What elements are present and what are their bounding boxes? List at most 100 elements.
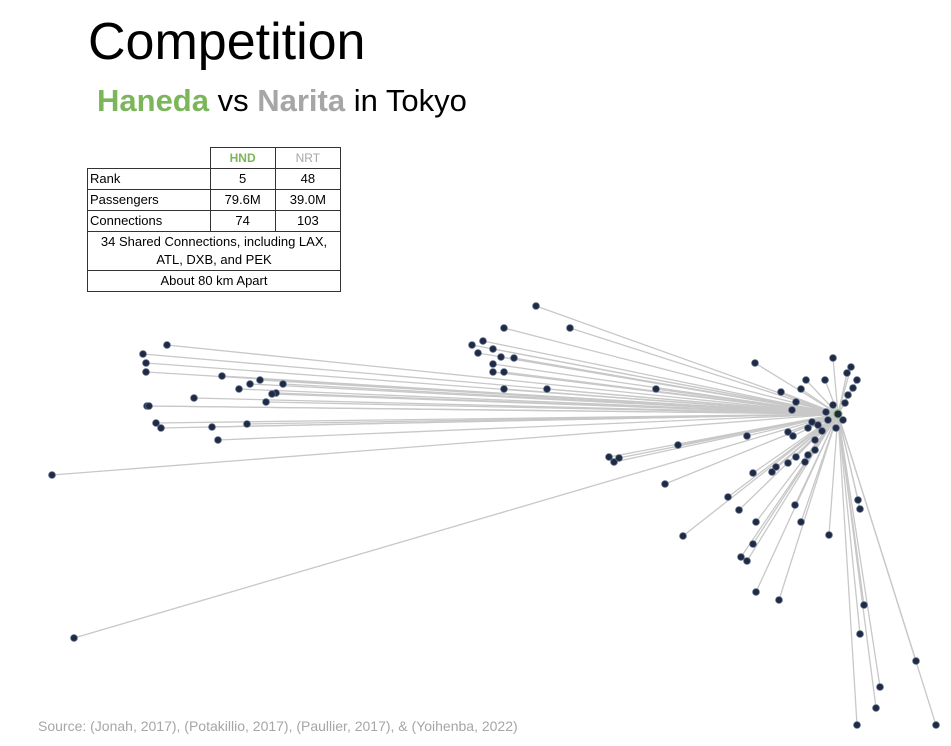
route-line <box>837 413 858 726</box>
distance-note: About 80 km Apart <box>87 270 341 292</box>
subtitle-location: in Tokyo <box>345 83 467 118</box>
airport-node <box>841 399 849 407</box>
table-row-label: Connections <box>87 210 211 232</box>
airport-node <box>775 596 783 604</box>
route-line <box>148 405 839 415</box>
airport-node <box>724 493 732 501</box>
route-lines <box>51 305 937 726</box>
airport-node <box>139 350 147 358</box>
route-line <box>837 413 861 635</box>
table-row-rank: Rank 5 48 <box>87 168 342 190</box>
source-citation: Source: (Jonah, 2017), (Potakillio, 2017… <box>38 718 518 734</box>
airport-node <box>489 345 497 353</box>
airport-node <box>811 446 819 454</box>
route-line <box>740 413 839 558</box>
airport-node <box>679 532 687 540</box>
route-line <box>746 413 839 562</box>
subtitle-vs: vs <box>208 83 258 118</box>
airport-node <box>808 418 816 426</box>
route-line <box>837 413 861 510</box>
comparison-table: HND NRT Rank 5 48 Passengers 79.6M 39.0M… <box>87 147 342 292</box>
airport-node <box>246 380 254 388</box>
airport-node <box>145 402 153 410</box>
airport-node <box>932 721 940 729</box>
airport-node <box>256 376 264 384</box>
airport-node <box>262 398 270 406</box>
airport-node <box>801 458 809 466</box>
airport-node <box>844 391 852 399</box>
airport-node <box>784 459 792 467</box>
airport-node <box>829 401 837 409</box>
airport-node <box>735 506 743 514</box>
airport-node <box>500 368 508 376</box>
airport-node <box>814 421 822 429</box>
airport-node <box>832 424 840 432</box>
airport-node <box>854 496 862 504</box>
airport-node <box>500 324 508 332</box>
airport-node <box>792 398 800 406</box>
airport-node <box>824 416 832 424</box>
route-line <box>655 388 839 415</box>
airport-node <box>737 553 745 561</box>
airport-node <box>142 359 150 367</box>
airport-node <box>804 451 812 459</box>
route-line <box>535 305 839 415</box>
airport-node <box>789 432 797 440</box>
route-line <box>145 362 839 415</box>
airport-node <box>674 441 682 449</box>
airport-node <box>235 385 243 393</box>
route-line <box>217 413 839 441</box>
airport-node <box>268 390 276 398</box>
route-line <box>800 388 839 415</box>
airport-node <box>804 424 812 432</box>
table-row-distance: About 80 km Apart <box>87 270 341 292</box>
airport-node <box>605 453 613 461</box>
route-line <box>746 413 839 437</box>
airport-node <box>749 469 757 477</box>
route-line <box>837 372 848 415</box>
airport-node <box>510 354 518 362</box>
route-line <box>282 383 839 415</box>
airport-node <box>847 363 855 371</box>
subtitle-narita: Narita <box>257 83 346 118</box>
airport-node <box>279 380 287 388</box>
airport-node <box>839 416 847 424</box>
route-line <box>503 327 839 415</box>
route-line <box>795 401 839 415</box>
table-cell-nrt: 103 <box>274 210 342 232</box>
airport-node <box>661 480 669 488</box>
airport-node <box>652 385 660 393</box>
airport-node <box>749 540 757 548</box>
airport-node <box>818 427 826 435</box>
airport-node <box>500 385 508 393</box>
subtitle-haneda: Haneda <box>97 83 209 118</box>
airport-node <box>768 468 776 476</box>
route-line <box>837 413 881 688</box>
airport-node <box>479 337 487 345</box>
airport-node <box>489 368 497 376</box>
airport-node <box>872 704 880 712</box>
route-line <box>51 413 839 476</box>
route-line <box>492 348 839 415</box>
route-line <box>265 401 839 415</box>
route-line <box>837 413 877 709</box>
route-line <box>246 413 839 425</box>
airport-node <box>157 424 165 432</box>
airport-node <box>843 369 851 377</box>
airport-node <box>860 601 868 609</box>
airport-node <box>610 458 618 466</box>
route-line <box>837 413 937 726</box>
page-subtitle: Haneda vs Narita in Tokyo <box>97 80 467 122</box>
route-line <box>771 413 839 473</box>
airport-node <box>791 501 799 509</box>
airport-node <box>218 372 226 380</box>
route-line <box>73 413 839 639</box>
route-line <box>832 357 839 415</box>
airport-nodes <box>48 302 940 729</box>
route-line <box>482 340 839 415</box>
airport-node <box>243 420 251 428</box>
airport-node <box>784 428 792 436</box>
airport-node <box>849 384 857 392</box>
airport-node <box>829 354 837 362</box>
